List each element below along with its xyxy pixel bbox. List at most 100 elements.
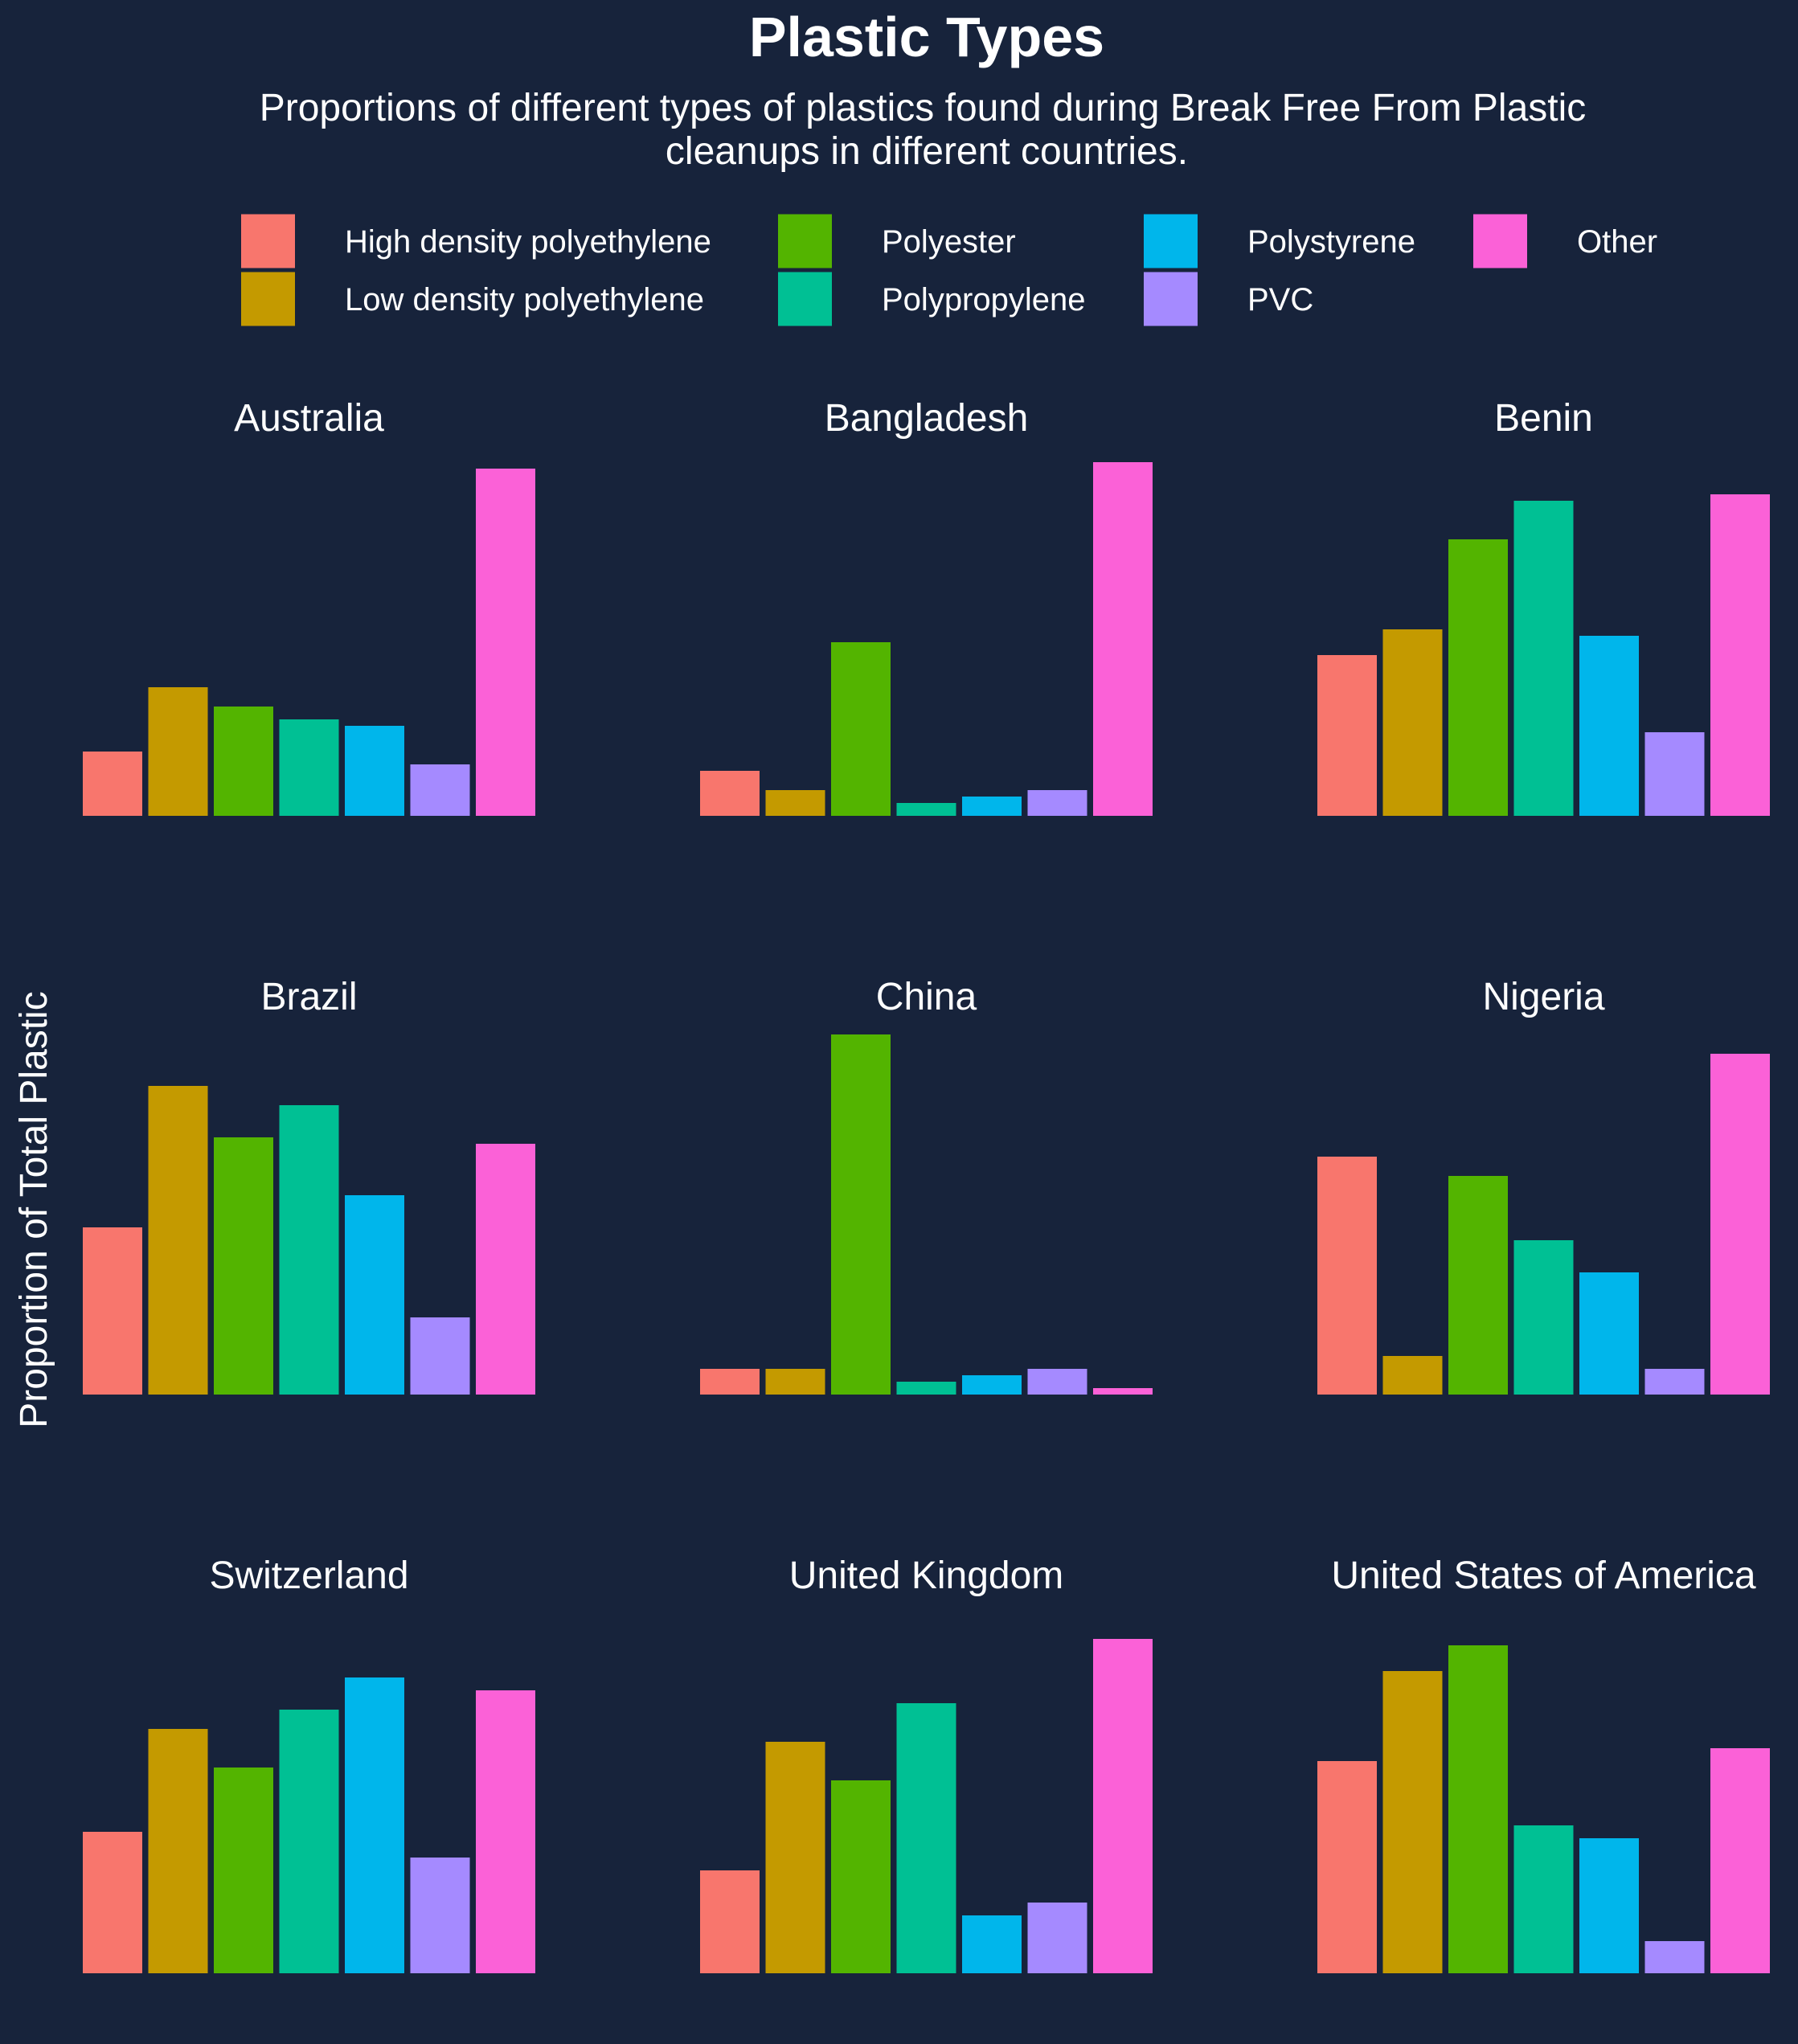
bar-low-density-polyethylene [148, 687, 208, 816]
bar-other [1710, 494, 1770, 816]
bar-pvc [410, 1858, 470, 1973]
facet-title: Switzerland [209, 1555, 408, 1597]
bar-polyester [214, 1137, 273, 1395]
bar-low-density-polyethylene [1382, 1356, 1443, 1395]
legend-item-other: Other [1473, 214, 1657, 268]
bar-low-density-polyethylene [765, 1369, 825, 1395]
bar-high-density-polyethylene [83, 1832, 142, 1973]
bar-high-density-polyethylene [1317, 1761, 1377, 1973]
legend-swatch [241, 272, 295, 326]
bar-polypropylene [279, 1105, 339, 1395]
bar-polystyrene [962, 1915, 1022, 1973]
legend-label: Polypropylene [882, 282, 1086, 317]
bar-pvc [1027, 790, 1087, 816]
chart-subtitle-line-1: Proportions of different types of plasti… [260, 87, 1587, 129]
bar-other [1710, 1054, 1770, 1395]
bar-polypropylene [279, 719, 339, 816]
facet-title: United Kingdom [789, 1555, 1064, 1597]
bar-polyester [1448, 539, 1508, 816]
legend-item-low-density-polyethylene: Low density polyethylene [241, 272, 704, 326]
legend-item-polypropylene: Polypropylene [778, 272, 1086, 326]
bar-polypropylene [1513, 1240, 1574, 1395]
bar-polyester [214, 707, 273, 816]
legend-item-polystyrene: Polystyrene [1144, 214, 1415, 268]
legend-swatch [1144, 214, 1198, 268]
bar-other [1710, 1748, 1770, 1973]
legend-label: Polystyrene [1247, 224, 1415, 260]
bar-other [476, 1144, 535, 1395]
bar-polypropylene [896, 803, 956, 816]
facet-united-kingdom: United Kingdom [700, 1555, 1153, 1973]
facet-title: Bangladesh [825, 397, 1029, 440]
facet-title: Australia [234, 397, 384, 440]
bar-polypropylene [896, 1703, 956, 1973]
bar-polypropylene [279, 1710, 339, 1973]
bar-low-density-polyethylene [1382, 1671, 1443, 1973]
legend: High density polyethylene Low density pol… [241, 214, 1657, 326]
facet-switzerland: Switzerland [83, 1555, 535, 1973]
bar-pvc [410, 764, 470, 816]
bar-polystyrene [962, 797, 1022, 816]
y-axis-label: Proportion of Total Plastic [13, 991, 55, 1428]
bar-high-density-polyethylene [700, 771, 760, 816]
legend-swatch [1473, 214, 1527, 268]
bar-pvc [410, 1317, 470, 1395]
legend-item-pvc: PVC [1144, 272, 1313, 326]
bar-polypropylene [1513, 501, 1574, 816]
facet-bangladesh: Bangladesh [700, 397, 1153, 816]
facet-brazil: Brazil [83, 976, 535, 1395]
legend-swatch [241, 214, 295, 268]
bar-polystyrene [1579, 1838, 1639, 1973]
bar-polyester [831, 642, 891, 816]
bar-other [1093, 462, 1153, 816]
legend-label: Polyester [882, 224, 1016, 260]
bar-polypropylene [1513, 1825, 1574, 1973]
facet-title: United States of America [1331, 1555, 1756, 1597]
bar-polyester [1448, 1176, 1508, 1395]
bar-low-density-polyethylene [148, 1729, 208, 1973]
bar-polyester [831, 1780, 891, 1973]
facet-title: Nigeria [1482, 976, 1604, 1018]
facet-title: Brazil [260, 976, 357, 1018]
legend-item-high-density-polyethylene: High density polyethylene [241, 214, 711, 268]
legend-swatch [778, 272, 832, 326]
bar-high-density-polyethylene [83, 1227, 142, 1395]
legend-item-polyester: Polyester [778, 214, 1016, 268]
bar-polystyrene [1579, 1272, 1639, 1395]
facet-grid: Australia Bangladesh Benin Brazil China Niger… [83, 397, 1770, 1973]
bar-low-density-polyethylene [148, 1086, 208, 1395]
facet-united-states-of-america: United States of America [1317, 1555, 1770, 1973]
bar-other [1093, 1639, 1153, 1973]
bar-polyester [1448, 1645, 1508, 1973]
bar-low-density-polyethylene [1382, 629, 1443, 816]
bar-polystyrene [962, 1375, 1022, 1395]
legend-label: Other [1577, 224, 1657, 260]
bar-polypropylene [896, 1382, 956, 1395]
bar-polystyrene [345, 726, 404, 816]
bar-other [1093, 1388, 1153, 1395]
facet-title: China [876, 976, 977, 1018]
bar-other [476, 469, 535, 816]
bar-high-density-polyethylene [700, 1369, 760, 1395]
bar-high-density-polyethylene [700, 1870, 760, 1973]
bar-pvc [1027, 1903, 1087, 1973]
bar-low-density-polyethylene [765, 790, 825, 816]
chart-subtitle-line-2: cleanups in different countries. [666, 130, 1188, 173]
facet-benin: Benin [1317, 397, 1770, 816]
bar-high-density-polyethylene [1317, 1157, 1377, 1395]
facet-nigeria: Nigeria [1317, 976, 1770, 1395]
bar-pvc [1027, 1369, 1087, 1395]
bar-polyester [214, 1768, 273, 1973]
bar-pvc [1644, 1369, 1705, 1395]
legend-swatch [1144, 272, 1198, 326]
legend-swatch [778, 214, 832, 268]
bar-polystyrene [345, 1195, 404, 1395]
facet-china: China [700, 976, 1153, 1395]
bar-other [476, 1690, 535, 1973]
bar-pvc [1644, 732, 1705, 816]
facet-australia: Australia [83, 397, 535, 816]
bar-polystyrene [1579, 636, 1639, 816]
legend-label: Low density polyethylene [345, 282, 704, 317]
bar-polyester [831, 1034, 891, 1395]
